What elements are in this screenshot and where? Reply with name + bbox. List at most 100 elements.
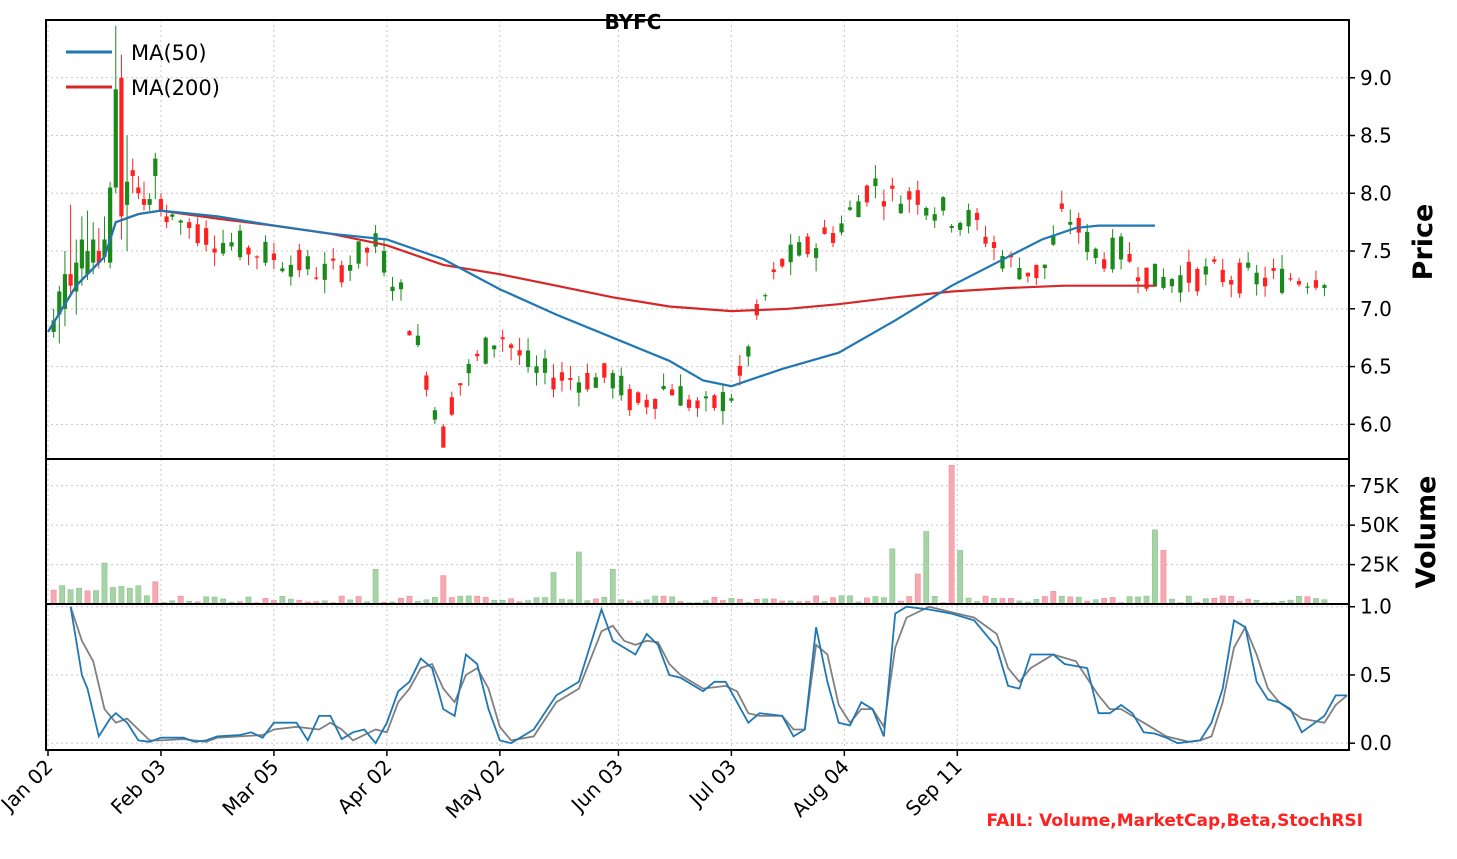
volume-bar xyxy=(50,589,57,605)
candle-body xyxy=(398,282,404,290)
candle-body xyxy=(1161,276,1166,288)
candle-body xyxy=(949,225,954,229)
candle-body xyxy=(720,392,726,412)
volume-bar xyxy=(135,585,142,605)
candle-body xyxy=(788,244,793,263)
candle-body xyxy=(1000,255,1005,269)
candle-body xyxy=(1059,203,1064,209)
price-tick-label: 6.5 xyxy=(1360,355,1392,379)
volume-bar xyxy=(1143,595,1150,605)
volume-bar xyxy=(372,569,379,605)
candle-body xyxy=(141,199,147,205)
candle-body xyxy=(763,295,768,297)
candle-body xyxy=(814,248,819,258)
volume-bar xyxy=(872,596,879,605)
candle-body xyxy=(475,353,480,357)
volume-bar xyxy=(923,531,930,605)
price-tick-label: 7.0 xyxy=(1360,297,1392,321)
candle-body xyxy=(602,363,607,378)
volume-bar xyxy=(838,595,845,605)
volume-bar xyxy=(101,562,108,605)
candle-body xyxy=(907,191,912,200)
candle-body xyxy=(178,220,183,223)
candle-body xyxy=(441,426,446,448)
candle-body xyxy=(113,89,118,188)
candle-body xyxy=(130,170,135,176)
candle-body xyxy=(322,263,327,280)
candle-body xyxy=(348,264,353,271)
x-tick-label: Jan 02 xyxy=(0,755,58,818)
price-tick-label: 8.5 xyxy=(1360,124,1392,148)
price-tick-label: 8.0 xyxy=(1360,181,1392,205)
candle-body xyxy=(669,389,675,396)
candle-body xyxy=(1093,248,1098,258)
volume-bar xyxy=(143,595,150,605)
volume-bar xyxy=(1296,595,1302,605)
candle-body xyxy=(381,250,387,273)
candle-body xyxy=(415,335,421,346)
candle-body xyxy=(500,337,505,340)
volume-bar xyxy=(355,596,362,605)
volume-bar xyxy=(279,596,286,605)
candle-body xyxy=(974,212,980,220)
volume-bar xyxy=(906,596,913,605)
volume-bar xyxy=(1228,595,1235,605)
volume-tick-label: 75K xyxy=(1360,474,1399,498)
legend-ma200-label: MA(200) xyxy=(131,76,220,100)
candle-body xyxy=(1017,267,1022,280)
candle-body xyxy=(1127,253,1132,262)
candle-body xyxy=(153,158,158,176)
price-tick-label: 7.5 xyxy=(1360,239,1392,263)
candle-body xyxy=(220,243,226,254)
candle-body xyxy=(771,269,776,273)
candle-body xyxy=(483,337,488,364)
candle-body xyxy=(559,372,565,381)
candle-body xyxy=(576,382,581,393)
candle-body xyxy=(1203,266,1208,275)
candle-body xyxy=(1246,262,1251,268)
candle-body xyxy=(890,185,895,189)
volume-bar xyxy=(550,572,557,605)
price-tick-label: 9.0 xyxy=(1360,66,1392,90)
candle-body xyxy=(797,242,802,256)
candle-body xyxy=(407,331,412,336)
candle-body xyxy=(873,178,878,187)
volume-bar xyxy=(847,595,853,605)
volume-bar xyxy=(609,569,616,605)
volume-bar xyxy=(957,550,964,605)
candle-body xyxy=(805,236,810,255)
candle-body xyxy=(780,259,785,267)
volume-bar xyxy=(59,585,66,605)
volume-bar xyxy=(76,587,82,605)
stoch-panel-frame xyxy=(45,603,1350,751)
candle-body xyxy=(636,392,641,403)
candle-body xyxy=(695,400,700,409)
candle-body xyxy=(627,389,632,411)
volume-bar xyxy=(152,581,159,605)
candle-body xyxy=(1296,281,1302,285)
volume-bar xyxy=(931,596,938,605)
candle-body xyxy=(864,185,870,203)
x-tick-label: Mar 05 xyxy=(217,755,283,821)
candle-body xyxy=(449,397,454,415)
volume-tick-label: 50K xyxy=(1360,513,1399,537)
candle-body xyxy=(1051,235,1056,245)
candle-body xyxy=(1110,237,1115,270)
candle-body xyxy=(839,223,844,233)
candle-body xyxy=(1220,269,1225,283)
candle-body xyxy=(619,375,624,396)
candle-body xyxy=(365,247,370,253)
candle-body xyxy=(1237,262,1242,294)
candle-body xyxy=(1068,221,1073,225)
x-tick-label: Jun 03 xyxy=(565,755,628,818)
candle-body xyxy=(924,208,929,216)
candle-body xyxy=(898,203,903,214)
candle-body xyxy=(568,378,573,380)
x-tick-label: Aug 04 xyxy=(787,755,854,822)
volume-bar xyxy=(211,596,218,605)
candle-body xyxy=(932,214,937,221)
candle-body xyxy=(492,345,497,350)
candle-body xyxy=(136,187,141,194)
candle-body xyxy=(458,383,463,386)
